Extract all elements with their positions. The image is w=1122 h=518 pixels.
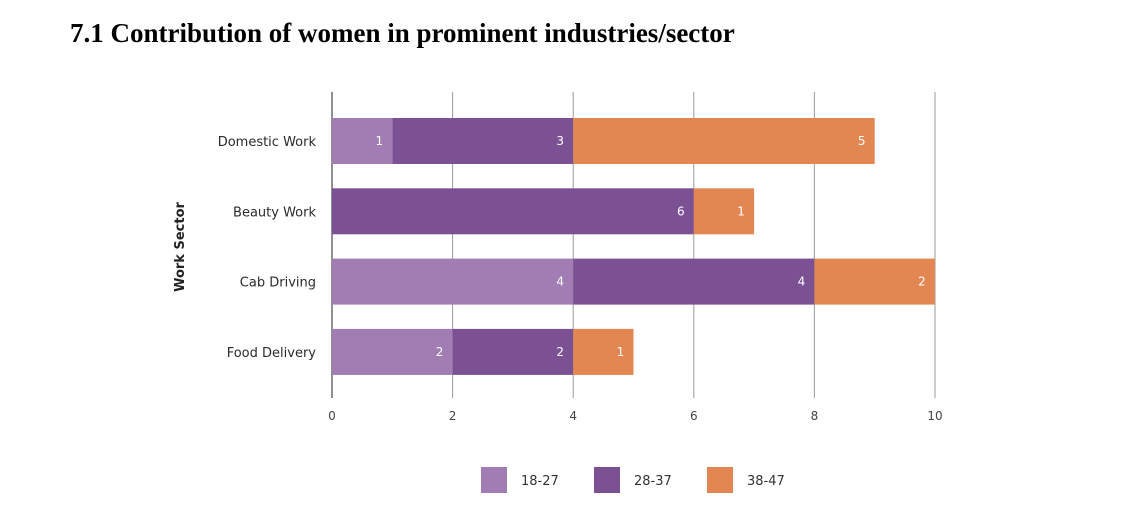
legend-label: 18-27 [521, 474, 559, 489]
data-label: 1 [737, 204, 745, 218]
bar-segment [332, 328, 453, 375]
category-label: Beauty Work [233, 205, 316, 220]
legend-swatch [594, 467, 620, 493]
data-label: 5 [858, 134, 866, 148]
page-title: 7.1 Contribution of women in prominent i… [70, 18, 735, 48]
data-label: 1 [375, 134, 383, 148]
legend-swatch [481, 467, 507, 493]
bar-segment [392, 118, 574, 164]
category-label: Cab Driving [240, 276, 316, 291]
x-tick-label: 0 [328, 409, 336, 423]
bar-segment [332, 258, 574, 305]
data-label: 4 [798, 275, 806, 289]
category-label: Domestic Work [218, 135, 317, 150]
x-tick-labels: 0 2 4 6 8 10 [328, 409, 942, 423]
bar-segment [814, 258, 935, 305]
data-label: 2 [436, 345, 444, 359]
bars [332, 118, 935, 375]
data-label: 1 [617, 345, 625, 359]
x-tick-label: 4 [569, 409, 577, 423]
data-label: 2 [556, 345, 564, 359]
legend-label: 28-37 [634, 474, 672, 489]
x-tick-label: 6 [690, 409, 698, 423]
data-label: 4 [556, 275, 564, 289]
data-labels: 1 3 5 6 1 4 4 2 2 2 1 [375, 134, 925, 359]
data-label: 6 [677, 204, 685, 218]
bar-segment [332, 118, 393, 164]
bar-segment [693, 188, 755, 235]
bar-segment [573, 258, 815, 305]
data-label: 2 [918, 275, 926, 289]
x-tick-label: 8 [811, 409, 819, 423]
bar-segment [452, 328, 574, 375]
x-tick-label: 10 [927, 409, 942, 423]
category-label: Food Delivery [227, 346, 317, 361]
bar-segment [573, 328, 634, 375]
legend-label: 38-47 [747, 474, 785, 489]
data-label: 3 [556, 134, 564, 148]
category-labels: Domestic Work Beauty Work Cab Driving Food … [218, 135, 317, 361]
x-tick-label: 2 [449, 409, 457, 423]
bar-segment [573, 118, 875, 164]
bar-segment [332, 188, 694, 235]
legend-swatch [707, 467, 733, 493]
legend: 18-27 28-37 38-47 [481, 467, 785, 493]
y-axis-title: Work Sector [173, 202, 188, 292]
